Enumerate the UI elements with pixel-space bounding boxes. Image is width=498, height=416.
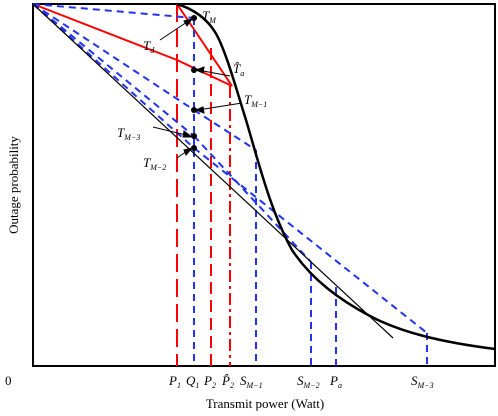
marker-SM2: SM−2 (297, 373, 320, 390)
arrowhead-TM3 (182, 130, 194, 138)
point-TM2 (191, 145, 197, 151)
label-Td: Td (143, 38, 155, 55)
marker-SM3: SM−3 (411, 373, 434, 390)
marker-P2: P2 (203, 373, 216, 390)
blue-line-TM2 (32, 3, 195, 149)
blue-line-TM3-ext (193, 135, 312, 263)
origin-label: 0 (5, 373, 12, 388)
point-TM3 (191, 133, 197, 139)
outage-curve (176, 2, 496, 351)
point-TM (191, 15, 197, 21)
label-arrows (152, 18, 243, 159)
arrowhead-Tahat (194, 66, 205, 74)
arrow-TM1 (197, 102, 243, 111)
plot-frame (32, 3, 496, 367)
blue-line-TM (32, 3, 195, 19)
marker-SM1: SM−1 (240, 373, 263, 390)
point-Tahat (191, 67, 197, 73)
blue-line-TM3 (32, 3, 195, 137)
point-TM1 (191, 107, 197, 113)
label-Tahat: T̂a (233, 61, 244, 78)
marker-P1: P1 (168, 373, 181, 390)
label-TM3: TM−3 (117, 125, 140, 142)
marker-Pa: Pa (329, 373, 342, 390)
marker-P2hat: P̂2 (221, 373, 234, 390)
blue-line-TM1 (32, 3, 195, 111)
red-lines (32, 3, 233, 366)
points (191, 15, 197, 151)
red-chord-top (176, 3, 233, 87)
x-axis-label: Transmit power (Watt) (206, 396, 324, 411)
red-chord-Tahat (176, 59, 233, 87)
label-TM: TM (202, 8, 217, 25)
marker-Q1: Q1 (186, 373, 199, 390)
arrowhead-TM1 (194, 106, 205, 114)
red-tangent-Td (32, 3, 178, 61)
blue-line-TM2-ext (193, 147, 428, 334)
arrowhead-TM2 (183, 147, 194, 156)
label-TM1: TM−1 (244, 92, 267, 109)
label-TM2: TM−2 (143, 155, 166, 172)
arrowhead-Td (183, 18, 194, 27)
blue-lines (32, 3, 428, 366)
blue-line-TM1-ext (193, 109, 257, 151)
y-axis-label: Outage probability (6, 136, 21, 234)
black-tangent-line (32, 3, 394, 339)
